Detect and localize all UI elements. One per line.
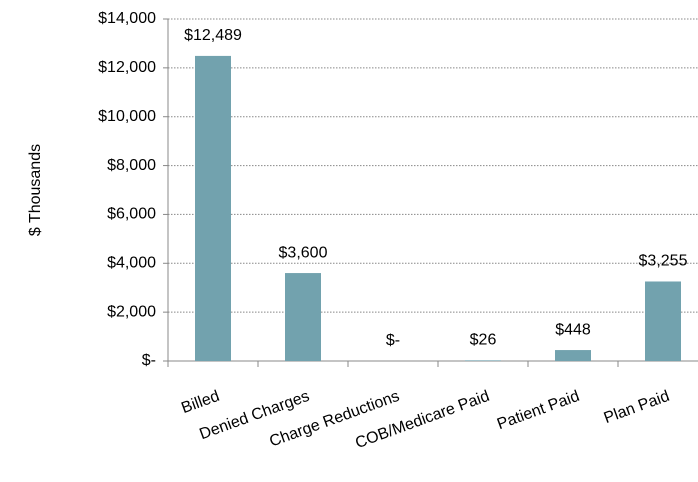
x-tick-label: Billed xyxy=(179,388,222,417)
value-label: $26 xyxy=(470,332,497,349)
y-tick-label: $6,000 xyxy=(107,206,156,223)
y-axis-label: $ Thousands xyxy=(27,144,44,236)
y-tick-label: $2,000 xyxy=(107,303,156,320)
bar xyxy=(555,350,591,361)
value-label: $- xyxy=(386,332,400,349)
bar xyxy=(645,281,681,361)
value-label: $12,489 xyxy=(184,27,242,44)
y-tick-label: $4,000 xyxy=(107,255,156,272)
y-tick-label: $12,000 xyxy=(98,59,156,76)
x-tick-label: Plan Paid xyxy=(602,388,672,427)
value-label: $3,600 xyxy=(279,244,328,261)
bar xyxy=(195,55,231,362)
y-tick-label: $- xyxy=(142,352,156,369)
bar xyxy=(465,360,501,361)
value-label: $3,255 xyxy=(639,253,688,270)
y-tick-label: $10,000 xyxy=(98,108,156,125)
y-tick-label: $14,000 xyxy=(98,10,156,27)
value-label: $448 xyxy=(555,321,591,338)
y-tick-label: $8,000 xyxy=(107,157,156,174)
bar xyxy=(285,273,321,361)
x-tick-label: Patient Paid xyxy=(495,388,582,433)
